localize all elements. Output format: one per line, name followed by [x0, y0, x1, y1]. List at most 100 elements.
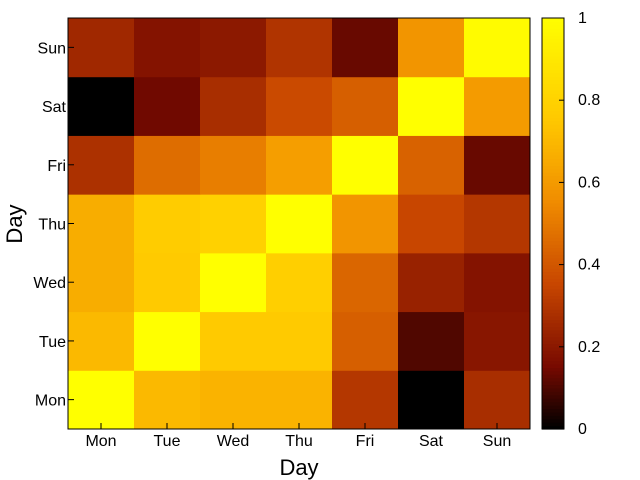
colorbar-tick-label: 0.2 [578, 339, 600, 356]
colorbar-segment [542, 161, 564, 166]
heatmap-cell-tue-sat [134, 76, 201, 136]
colorbar-segment [542, 408, 564, 413]
colorbar-segment [542, 100, 564, 105]
colorbar-segment [542, 209, 564, 214]
colorbar [541, 17, 565, 430]
colorbar-segment [542, 96, 564, 101]
colorbar-segment [542, 38, 564, 43]
colorbar-segment [542, 411, 564, 416]
heatmap-cell-mon-mon [68, 370, 135, 430]
colorbar-segment [542, 281, 564, 286]
colorbar-segment [542, 401, 564, 406]
colorbar-tick-label: 0.4 [578, 257, 600, 274]
heatmap-cell-sat-tue [398, 311, 465, 371]
heatmap-cell-thu-mon [266, 370, 333, 430]
colorbar-segment [542, 230, 564, 235]
colorbar-segment [542, 175, 564, 180]
colorbar-frame [541, 17, 565, 430]
colorbar-segment [542, 158, 564, 163]
colorbar-segment [542, 69, 564, 74]
colorbar-segment [542, 244, 564, 249]
colorbar-segment [542, 185, 564, 190]
heatmap-cell-sun-wed [464, 252, 531, 313]
heatmap-cell-tue-sun [134, 18, 201, 78]
colorbar-tick-label: 1 [578, 10, 587, 27]
colorbar-segment [542, 45, 564, 50]
heatmap-cell-thu-sun [266, 18, 333, 78]
colorbar-segment [542, 278, 564, 283]
heatmap-cell-mon-wed [68, 252, 135, 313]
y-tick-label: Sun [38, 40, 66, 57]
y-tick-label: Fri [47, 158, 66, 175]
colorbar-segment [542, 86, 564, 91]
colorbar-segment [542, 18, 564, 23]
colorbar-segment [542, 422, 564, 427]
colorbar-segment [542, 315, 564, 320]
colorbar-segment [542, 137, 564, 142]
heatmap-cell-sun-sun [464, 18, 531, 78]
colorbar-segment [542, 192, 564, 197]
colorbar-segment [542, 319, 564, 324]
colorbar-segment [542, 250, 564, 255]
heatmap-cell-sun-thu [464, 194, 531, 254]
heatmap-cell-wed-mon [200, 370, 267, 430]
colorbar-segment [542, 381, 564, 386]
heatmap-cell-mon-fri [68, 135, 135, 195]
heatmap-cell-thu-tue [266, 311, 333, 371]
heatmap-cell-fri-sun [332, 18, 399, 78]
colorbar-segment [542, 213, 564, 218]
heatmap-cell-mon-thu [68, 194, 135, 254]
colorbar-segment [542, 329, 564, 334]
colorbar-segment [542, 110, 564, 115]
colorbar-segment [542, 52, 564, 57]
colorbar-segment [542, 254, 564, 259]
colorbar-segment [542, 274, 564, 279]
colorbar-segment [542, 237, 564, 242]
colorbar-segment [542, 387, 564, 392]
heatmap-cell-wed-sun [200, 18, 267, 78]
y-axis-title: Day [2, 204, 27, 243]
colorbar-segment [542, 350, 564, 355]
colorbar-segment [542, 357, 564, 362]
colorbar-segment [542, 62, 564, 67]
colorbar-segment [542, 425, 564, 430]
colorbar-segment [542, 93, 564, 98]
colorbar-segment [542, 309, 564, 314]
colorbar-segment [542, 35, 564, 40]
colorbar-segment [542, 55, 564, 60]
heatmap-cell-tue-wed [134, 252, 201, 313]
colorbar-segment [542, 124, 564, 129]
colorbar-segment [542, 31, 564, 36]
colorbar-tick-label: 0.8 [578, 92, 600, 109]
heatmap-cell-mon-sun [68, 18, 135, 78]
colorbar-segment [542, 72, 564, 77]
colorbar-segment [542, 394, 564, 399]
colorbar-tick-label: 0.6 [578, 174, 600, 191]
colorbar-segment [542, 377, 564, 382]
heatmap-cell-fri-sat [332, 76, 399, 136]
y-tick-label: Mon [35, 393, 66, 410]
colorbar-segment [542, 21, 564, 26]
colorbar-segment [542, 134, 564, 139]
colorbar-segment [542, 384, 564, 389]
colorbar-segment [542, 172, 564, 177]
colorbar-segment [542, 391, 564, 396]
colorbar-segment [542, 292, 564, 297]
colorbar-segment [542, 178, 564, 183]
colorbar-segment [542, 398, 564, 403]
x-tick-label: Mon [85, 433, 116, 450]
x-tick-label: Fri [356, 433, 375, 450]
heatmap-cell-sat-sat [398, 76, 465, 136]
colorbar-segment [542, 295, 564, 300]
colorbar-segment [542, 363, 564, 368]
colorbar-segment [542, 199, 564, 204]
colorbar-tick-label: 0 [578, 421, 587, 438]
colorbar-segment [542, 374, 564, 379]
heatmap-cell-mon-sat [68, 76, 135, 136]
heatmap-cell-thu-wed [266, 252, 333, 313]
colorbar-segment [542, 144, 564, 149]
colorbar-segment [542, 182, 564, 187]
colorbar-segment [542, 288, 564, 293]
colorbar-segment [542, 151, 564, 156]
